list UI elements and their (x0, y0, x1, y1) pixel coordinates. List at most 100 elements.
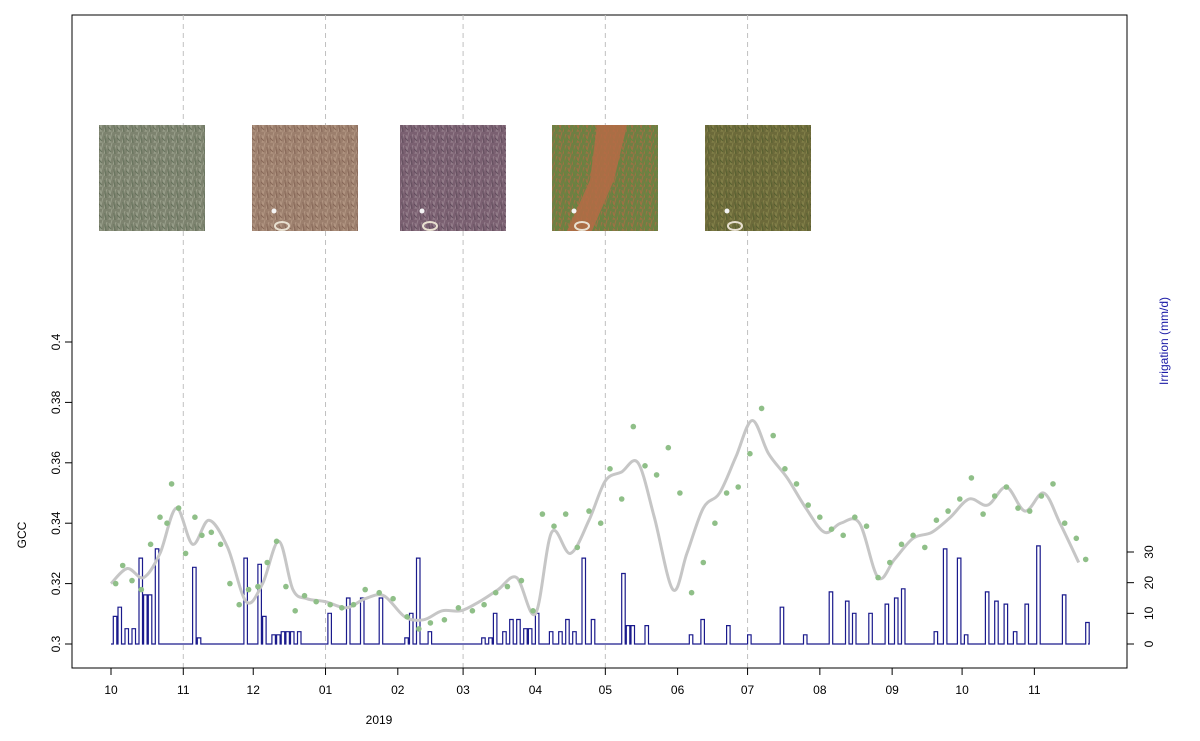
gcc-point (805, 502, 811, 508)
gcc-point (1061, 520, 1068, 526)
gcc-point (362, 586, 369, 593)
gcc-point (182, 550, 189, 557)
gcc-point (255, 583, 261, 590)
gcc-point (863, 523, 870, 529)
gcc-point (700, 559, 707, 566)
gcc-smoothed-series (109, 419, 1081, 622)
gcc-point (1026, 508, 1033, 514)
gcc-point (138, 586, 145, 593)
gcc-point (922, 544, 928, 551)
gcc-point (677, 490, 683, 496)
gcc-point (933, 517, 940, 523)
gcc-point (504, 583, 511, 590)
x-axis: 10 11 12 01 02 03 04 05 06 07 08 09 10 11 (104, 667, 1041, 697)
thumbnail-photo-2019-01 (252, 125, 358, 231)
gcc-point (828, 526, 835, 532)
y2-tick-label: 10 (1142, 606, 1156, 620)
gcc-point (817, 514, 823, 520)
gcc-point (945, 508, 951, 514)
gcc-point (264, 559, 271, 566)
gcc-point (747, 450, 753, 457)
y-axis-title: GCC (15, 521, 29, 548)
y-tick-label: 0.38 (49, 390, 63, 414)
gcc-point (283, 583, 289, 590)
gcc-point (119, 562, 126, 569)
gcc-point (712, 520, 718, 526)
y-tick-label: 0.36 (49, 451, 63, 475)
x-tick-label: 11 (1028, 683, 1041, 697)
gcc-point (518, 577, 525, 584)
gcc-point (376, 589, 383, 596)
gcc-point (991, 493, 998, 499)
photo-thumbnails (99, 125, 811, 231)
x-tick-label: 10 (104, 683, 118, 697)
thumbnail-photo-2019-03 (400, 125, 506, 231)
x-tick-label: 03 (456, 683, 470, 697)
y2-tick-label: 0 (1142, 640, 1156, 647)
gcc-point (245, 586, 252, 593)
gcc-point (339, 605, 345, 611)
gcc-point (957, 496, 963, 502)
gcc-point (168, 481, 175, 487)
gcc-point (653, 472, 660, 478)
gcc-point (492, 589, 499, 596)
gcc-point (217, 541, 224, 548)
gcc-point (327, 601, 334, 608)
plot-frame (71, 14, 1128, 669)
gcc-point (562, 511, 569, 517)
gcc-point (607, 466, 613, 472)
x-tick-label: 01 (319, 683, 333, 697)
gcc-point (292, 608, 299, 614)
gcc-point (1015, 505, 1021, 511)
gcc-point (481, 601, 487, 608)
x-tick-label: 07 (741, 683, 755, 697)
gcc-point (1003, 484, 1010, 490)
gcc-point (273, 538, 280, 545)
y-axis-left: 0.3 0.32 0.34 0.36 0.38 0.4 (49, 333, 73, 652)
gcc-point (1050, 481, 1056, 487)
y-axis-right: 0 10 20 30 (1126, 545, 1156, 647)
gcc-point (208, 529, 215, 536)
gcc-point (164, 520, 170, 526)
gcc-point (441, 617, 448, 623)
gcc-point (1082, 556, 1089, 563)
gcc-point (313, 598, 320, 605)
x-tick-label: 12 (247, 683, 261, 697)
y2-axis-title: Irrigation (mm/d) (1157, 297, 1171, 385)
gcc-point (390, 595, 396, 602)
gcc-point (227, 580, 233, 587)
gcc-point (455, 605, 462, 611)
gcc-point (469, 608, 476, 614)
gcc-point (723, 490, 730, 496)
gcc-point (404, 614, 410, 620)
gcc-point (586, 508, 592, 514)
x-tick-label: 10 (955, 683, 969, 697)
y2-tick-label: 30 (1142, 545, 1156, 559)
x-tick-label: 02 (391, 683, 405, 697)
y-tick-label: 0.34 (49, 511, 63, 535)
gcc-point (665, 444, 672, 451)
gcc-point (539, 511, 546, 517)
thumbnail-photo-2019-05 (552, 125, 658, 231)
gcc-point (770, 432, 776, 439)
x-tick-label: 08 (813, 683, 827, 697)
gcc-point (236, 601, 242, 608)
gcc-point (597, 520, 604, 526)
gcc-point (112, 580, 119, 587)
gcc-point (735, 484, 741, 490)
gcc-point (910, 532, 916, 539)
gcc-point (175, 505, 182, 511)
gcc-point (199, 532, 205, 539)
gcc-point (642, 463, 648, 469)
gcc-point (147, 541, 154, 548)
gcc-point (630, 423, 637, 430)
gcc-point (968, 475, 975, 481)
gcc-point (688, 589, 695, 596)
gcc-point (852, 514, 858, 520)
gcc-point (758, 405, 765, 412)
x-tick-label: 06 (671, 683, 685, 697)
y-tick-label: 0.3 (49, 635, 63, 652)
gcc-point (427, 620, 434, 626)
y2-tick-label: 20 (1142, 576, 1156, 590)
